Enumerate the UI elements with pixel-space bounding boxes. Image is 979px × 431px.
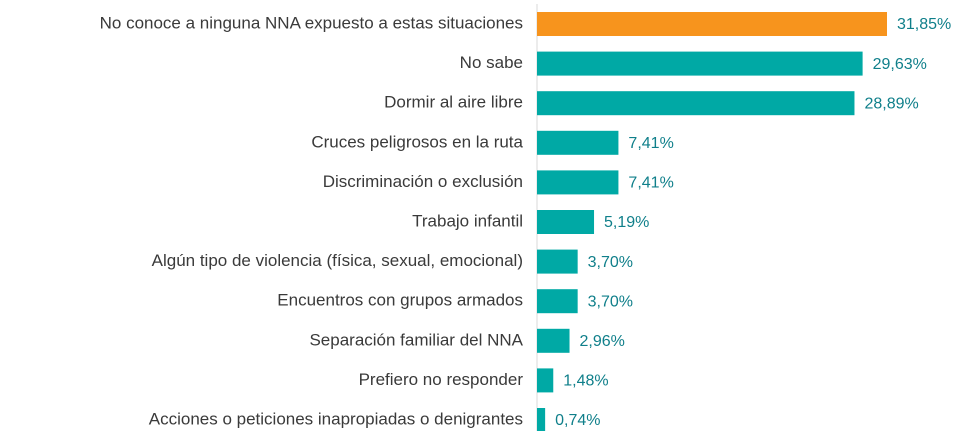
category-label: Encuentros con grupos armados bbox=[277, 291, 523, 310]
bar bbox=[537, 170, 619, 195]
category-label: Acciones o peticiones inapropiadas o den… bbox=[149, 409, 523, 428]
value-label: 31,85% bbox=[897, 16, 951, 33]
bar bbox=[537, 368, 554, 393]
value-label: 7,41% bbox=[628, 135, 673, 152]
bar bbox=[537, 91, 855, 116]
category-label: Separación familiar del NNA bbox=[309, 330, 523, 349]
category-label: No sabe bbox=[460, 53, 523, 72]
value-label: 7,41% bbox=[628, 175, 673, 192]
bar bbox=[537, 12, 887, 36]
value-label: 3,70% bbox=[588, 254, 633, 271]
value-label: 5,19% bbox=[604, 214, 649, 231]
value-label: 3,70% bbox=[588, 293, 633, 310]
category-label: Discriminación o exclusión bbox=[323, 172, 523, 191]
bar bbox=[537, 289, 578, 314]
bar bbox=[537, 210, 595, 234]
bar bbox=[537, 51, 863, 76]
bar bbox=[537, 328, 570, 353]
category-label: Cruces peligrosos en la ruta bbox=[311, 132, 523, 151]
category-label: No conoce a ninguna NNA expuesto a estas… bbox=[100, 13, 523, 32]
bar bbox=[537, 130, 619, 155]
value-label: 2,96% bbox=[580, 333, 625, 350]
value-label: 1,48% bbox=[563, 373, 608, 390]
value-label: 0,74% bbox=[555, 412, 600, 429]
bar bbox=[537, 408, 546, 431]
category-label: Dormir al aire libre bbox=[384, 93, 523, 112]
value-label: 28,89% bbox=[864, 95, 918, 112]
bar bbox=[537, 249, 578, 274]
category-label: Trabajo infantil bbox=[412, 211, 523, 230]
category-label: Prefiero no responder bbox=[359, 370, 524, 389]
category-label: Algún tipo de violencia (física, sexual,… bbox=[152, 251, 523, 270]
value-label: 29,63% bbox=[873, 56, 927, 73]
